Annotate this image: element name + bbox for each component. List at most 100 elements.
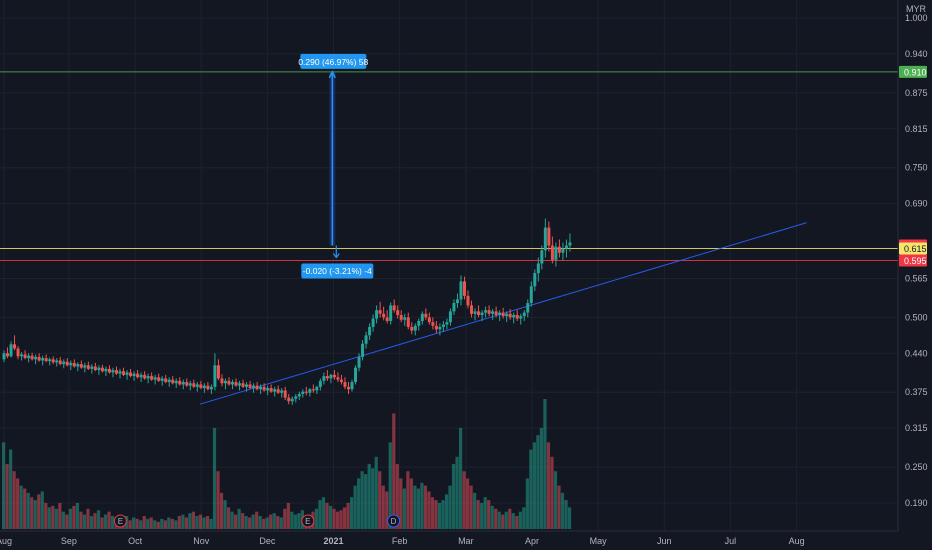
volume-bar [146, 518, 150, 529]
candle-body [51, 359, 55, 363]
candle-body [420, 313, 424, 321]
event-marker-label: E [118, 517, 123, 526]
volume-bar [511, 513, 515, 529]
volume-bar [550, 456, 554, 529]
candle-body [346, 386, 350, 390]
volume-bar [244, 516, 248, 529]
candle-body [195, 384, 199, 387]
volume-bar [100, 517, 104, 529]
volume-bar [54, 508, 58, 529]
volume-bar [160, 518, 164, 529]
candle-body [118, 371, 122, 374]
volume-bar [448, 485, 452, 529]
volume-bar [560, 492, 565, 529]
candle-body [543, 227, 547, 251]
volume-bar [174, 520, 178, 529]
volume-bar [325, 503, 329, 529]
candle-body [192, 383, 196, 387]
candle-body [487, 310, 491, 314]
candle-body [491, 311, 495, 314]
candle-body [557, 246, 561, 253]
x-tick-label: May [590, 536, 608, 546]
volume-bar [23, 488, 27, 529]
volume-bar [553, 471, 558, 529]
y-tick-label: 0.190 [905, 498, 928, 508]
candle-body [547, 227, 551, 246]
candle-body [378, 310, 382, 314]
candle-body [322, 376, 326, 381]
volume-bar [142, 516, 146, 529]
volume-bar [469, 485, 473, 529]
volume-bar [430, 497, 435, 529]
price-label-box [899, 65, 927, 78]
volume-bar [30, 497, 34, 529]
candle-body [223, 380, 227, 384]
volume-bar [335, 511, 340, 529]
event-marker-label: D [391, 517, 397, 526]
candle-body [494, 311, 498, 315]
x-tick-label: Jul [725, 536, 737, 546]
candle-body [174, 380, 178, 384]
volume-bar [399, 478, 403, 529]
volume-bar [234, 514, 238, 529]
volume-bar [209, 518, 213, 529]
volume-bar [9, 449, 13, 529]
time-axis[interactable]: Aug Sep Oct Nov Dec 2021 Feb Mar Apr May Jun Jul Aug [0, 536, 805, 546]
volume-bar [476, 500, 480, 529]
volume-bar [409, 478, 413, 529]
y-tick-label: 0.440 [905, 348, 928, 358]
volume-bar [458, 427, 463, 529]
volume-bar [346, 503, 350, 529]
candle-body [55, 360, 59, 363]
volume-bar [451, 464, 456, 529]
candle-body [269, 388, 273, 392]
candle-body [86, 365, 90, 369]
candle-body [448, 311, 452, 323]
y-tick-label: 0.565 [905, 273, 928, 283]
volume-bar [156, 521, 160, 529]
candle-body [526, 303, 530, 313]
volume-bars [2, 399, 572, 529]
candle-body [107, 368, 111, 373]
volume-bar [153, 520, 157, 529]
candle-body [90, 366, 94, 369]
candle-body [498, 312, 502, 315]
measure-tool[interactable]: 0.290 (46.97%) 58 -0.020 (-3.21%) -4 [298, 53, 374, 279]
y-tick-label: 0.250 [905, 462, 928, 472]
candles [2, 218, 572, 405]
candle-body [146, 376, 150, 379]
y-tick-label: 0.875 [905, 88, 928, 98]
volume-bar [272, 513, 276, 529]
volume-bar [75, 503, 80, 529]
candle-body [561, 248, 565, 253]
volume-bar [103, 514, 108, 529]
candle-body [83, 365, 87, 368]
volume-bar [12, 471, 16, 529]
candle-body [403, 317, 407, 320]
candle-body [550, 245, 554, 260]
candle-body [529, 286, 533, 304]
candle-body [540, 250, 544, 264]
volume-bar [501, 514, 505, 529]
price-label: 0.595 [904, 256, 927, 266]
candle-body [188, 383, 192, 386]
candle-body [452, 303, 456, 312]
candle-body [241, 383, 245, 387]
volume-bar [79, 511, 83, 529]
volume-bar [416, 488, 420, 529]
price-axis[interactable]: MYR 1.000 0.940 0.875 0.815 0.750 0.690 0.565 0… [905, 4, 928, 508]
volume-bar [406, 471, 410, 529]
volume-bar [170, 518, 174, 529]
x-tick-label: Aug [0, 536, 12, 546]
candle-body [150, 376, 154, 380]
volume-bar [378, 471, 382, 529]
volume-bar [539, 427, 544, 529]
candle-body [392, 305, 396, 311]
candle-body [431, 322, 435, 326]
volume-bar [248, 517, 252, 529]
volume-bar [223, 500, 227, 529]
volume-bar [328, 505, 333, 529]
volume-bar [258, 516, 262, 529]
candle-body [72, 362, 76, 367]
